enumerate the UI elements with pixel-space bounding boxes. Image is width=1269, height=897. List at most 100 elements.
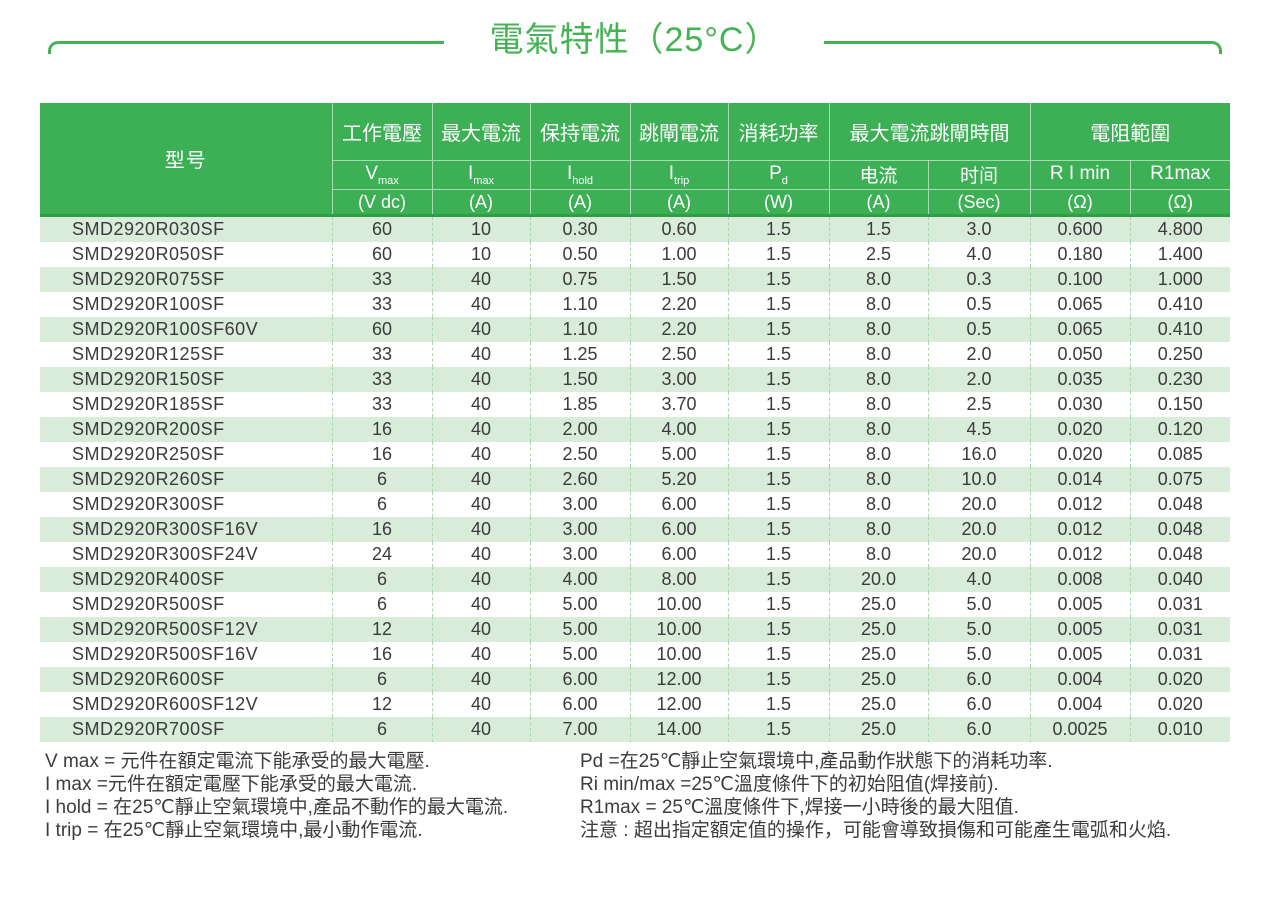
value-cell: 1.5 [727, 215, 829, 243]
value-cell: 0.120 [1129, 417, 1230, 443]
value-cell: 8.0 [828, 367, 928, 393]
value-cell: 1.5 [727, 667, 829, 693]
column-header-max-trip-time: 最大電流跳閘時間 [828, 103, 1030, 161]
value-cell: 0.60 [629, 215, 728, 243]
value-cell: 0.020 [1029, 442, 1130, 468]
value-cell: 0.065 [1029, 292, 1130, 318]
table-row: SMD2920R500SF 6 40 5.00 10.00 1.5 25.0 5.0 0.005… [40, 592, 1230, 618]
value-cell: 0.020 [1129, 692, 1230, 718]
value-cell: 40 [431, 267, 530, 293]
symbol-time: 时间 [927, 160, 1030, 191]
value-cell: 40 [431, 667, 530, 693]
model-cell: SMD2920R075SF [72, 269, 225, 290]
value-cell: 0.035 [1029, 367, 1130, 393]
value-cell: 6.00 [629, 492, 728, 518]
value-cell: 1.5 [727, 517, 829, 543]
value-cell: 1.400 [1129, 242, 1230, 268]
value-cell: 1.5 [727, 617, 829, 643]
value-cell: 0.008 [1029, 567, 1130, 593]
model-cell: SMD2920R500SF12V [72, 619, 259, 640]
table-header: 型号 工作電壓 最大電流 保持電流 跳閘電流 消耗功率 最大電流跳閘時間 電阻範… [40, 103, 1230, 218]
table-row: SMD2920R100SF60V 60 40 1.10 2.20 1.5 8.0 0.5 0.0… [40, 317, 1230, 343]
column-header-hold-current: 保持電流 [529, 103, 630, 161]
value-cell: 2.60 [529, 467, 630, 493]
value-cell: 1.5 [727, 592, 829, 618]
value-cell: 12.00 [629, 667, 728, 693]
value-cell: 1.5 [727, 242, 829, 268]
notes-left: V max = 元件在額定電流下能承受的最大電壓. I max =元件在額定電壓下… [45, 750, 590, 842]
value-cell: 5.0 [927, 617, 1030, 643]
column-header-resistance-range: 電阻範圍 [1029, 103, 1230, 161]
value-cell: 0.075 [1129, 467, 1230, 493]
value-cell: 40 [431, 392, 530, 418]
table-row: SMD2920R185SF 33 40 1.85 3.70 1.5 8.0 2.5 0.030 0… [40, 392, 1230, 418]
model-cell: SMD2920R700SF [72, 719, 225, 740]
value-cell: 1.5 [727, 367, 829, 393]
value-cell: 2.5 [828, 242, 928, 268]
value-cell: 1.5 [727, 717, 829, 743]
table-row: SMD2920R600SF12V 12 40 6.00 12.00 1.5 25.0 6.0 0… [40, 692, 1230, 718]
value-cell: 0.005 [1029, 642, 1130, 668]
value-cell: 0.012 [1029, 492, 1130, 518]
unit-vdc: (V dc) [331, 189, 432, 218]
unit-a3: (A) [629, 189, 728, 218]
value-cell: 25.0 [828, 592, 928, 618]
value-cell: 40 [431, 592, 530, 618]
value-cell: 8.0 [828, 467, 928, 493]
value-cell: 2.5 [927, 392, 1030, 418]
value-cell: 6.00 [629, 542, 728, 568]
value-cell: 5.00 [529, 642, 630, 668]
value-cell: 20.0 [927, 517, 1030, 543]
table-row: SMD2920R075SF 33 40 0.75 1.50 1.5 8.0 0.3 0.100 1… [40, 267, 1230, 293]
unit-a4: (A) [828, 189, 928, 218]
value-cell: 40 [431, 442, 530, 468]
value-cell: 1.50 [529, 367, 630, 393]
value-cell: 40 [431, 567, 530, 593]
value-cell: 40 [431, 642, 530, 668]
value-cell: 0.005 [1029, 617, 1130, 643]
value-cell: 8.0 [828, 442, 928, 468]
value-cell: 0.3 [927, 267, 1030, 293]
table-row: SMD2920R150SF 33 40 1.50 3.00 1.5 8.0 2.0 0.035 0… [40, 367, 1230, 393]
value-cell: 6.00 [629, 517, 728, 543]
value-cell: 12.00 [629, 692, 728, 718]
symbol-pd: Pd [727, 160, 829, 191]
value-cell: 6 [331, 717, 432, 743]
note-line: I max =元件在額定電壓下能承受的最大電流. [45, 774, 418, 795]
symbol-rimin: R I min [1029, 160, 1130, 191]
note-line: Ri min/max =25℃溫度條件下的初始阻值(焊接前). [580, 774, 999, 795]
value-cell: 1.5 [727, 417, 829, 443]
symbol-ihold: Ihold [529, 160, 630, 191]
value-cell: 16 [331, 442, 432, 468]
column-header-max-current: 最大電流 [431, 103, 530, 161]
value-cell: 8.0 [828, 417, 928, 443]
value-cell: 0.010 [1129, 717, 1230, 743]
value-cell: 0.250 [1129, 342, 1230, 368]
value-cell: 1.85 [529, 392, 630, 418]
value-cell: 0.5 [927, 317, 1030, 343]
value-cell: 0.230 [1129, 367, 1230, 393]
title-rule-left [48, 41, 444, 54]
value-cell: 3.70 [629, 392, 728, 418]
value-cell: 8.00 [629, 567, 728, 593]
value-cell: 40 [431, 492, 530, 518]
value-cell: 40 [431, 467, 530, 493]
value-cell: 12 [331, 692, 432, 718]
table-row: SMD2920R030SF 60 10 0.30 0.60 1.5 1.5 3.0 0.600 4… [40, 215, 1230, 243]
value-cell: 6 [331, 567, 432, 593]
value-cell: 1.50 [629, 267, 728, 293]
note-line: Pd =在25℃靜止空氣環境中,產品動作狀態下的消耗功率. [580, 751, 1053, 772]
value-cell: 8.0 [828, 292, 928, 318]
model-cell: SMD2920R600SF12V [72, 694, 259, 715]
value-cell: 0.040 [1129, 567, 1230, 593]
value-cell: 20.0 [927, 492, 1030, 518]
value-cell: 0.004 [1029, 692, 1130, 718]
unit-ohm2: (Ω) [1129, 189, 1230, 218]
value-cell: 1.10 [529, 317, 630, 343]
value-cell: 2.0 [927, 367, 1030, 393]
symbol-vmax: Vmax [331, 160, 432, 191]
column-header-trip-current: 跳閘電流 [629, 103, 728, 161]
value-cell: 10.00 [629, 592, 728, 618]
value-cell: 6.0 [927, 667, 1030, 693]
model-cell: SMD2920R250SF [72, 444, 225, 465]
